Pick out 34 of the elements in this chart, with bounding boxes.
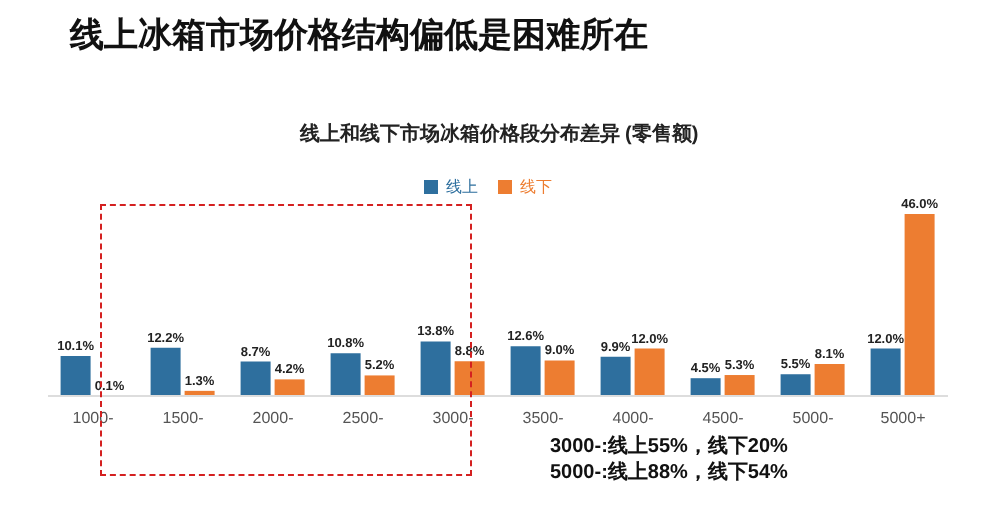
- bar: [240, 361, 271, 396]
- bar: [600, 356, 631, 396]
- x-tick-label: 4500-: [702, 409, 745, 428]
- bar: [904, 214, 935, 396]
- x-tick-label: 1500-: [162, 409, 205, 428]
- chart-subtitle: 线上和线下市场冰箱价格段分布差异 (零售额): [297, 120, 701, 148]
- bar: [60, 356, 91, 396]
- x-tick-label: 5000-: [792, 409, 835, 428]
- bar: [544, 360, 575, 396]
- bar: [150, 347, 181, 396]
- bar: [274, 379, 305, 396]
- legend-label: 线下: [520, 178, 552, 196]
- bar: [454, 361, 485, 396]
- bar: [420, 341, 451, 396]
- x-tick-label: 3500-: [522, 409, 565, 428]
- chart-title: 线上冰箱市场价格结构偏低是困难所在: [70, 14, 648, 58]
- bar: [634, 348, 665, 396]
- x-tick-label: 5000+: [880, 409, 927, 428]
- text: 5000-:线上88%，线下54%: [550, 459, 788, 486]
- bar: [814, 363, 845, 396]
- legend-label: 线上: [446, 178, 478, 196]
- text: 3000-:线上55%，线下20%: [550, 433, 788, 460]
- bar: [364, 375, 395, 396]
- bar: [690, 378, 721, 396]
- bar: [724, 375, 755, 396]
- x-tick-label: 1000-: [72, 409, 115, 428]
- bar: [780, 374, 811, 396]
- x-tick-label: 3000-: [432, 409, 475, 428]
- x-tick-label: 4000-: [612, 409, 655, 428]
- bar: [330, 353, 361, 396]
- bar: [510, 346, 541, 396]
- x-tick-label: 2000-: [252, 409, 295, 428]
- x-tick-label: 2500-: [342, 409, 385, 428]
- bar: [870, 348, 901, 396]
